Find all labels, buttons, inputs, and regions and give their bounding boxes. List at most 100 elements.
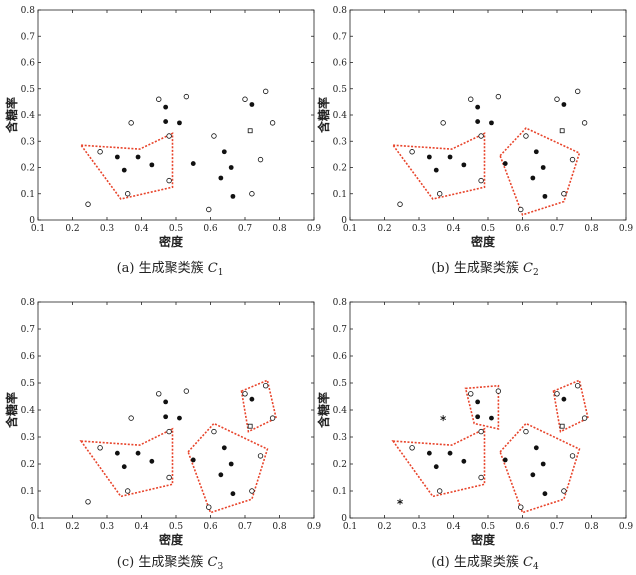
chart-2-y-tick-label: 0.3: [21, 433, 36, 443]
chart-2-x-axis-label: 密度: [159, 532, 184, 547]
chart-2-open-point: [124, 488, 131, 494]
chart-3-x-tick-label: 0.8: [584, 522, 599, 532]
chart-0-filled-point: [163, 104, 169, 110]
chart-0-y-tick-label: 0.7: [21, 32, 36, 42]
chart-0-filled-point: [163, 119, 169, 124]
chart-3-filled-point: [475, 414, 481, 420]
chart-3-cluster-4-boundary: [464, 384, 500, 430]
chart-0-filled-point: [230, 193, 236, 199]
chart-3-open-point: [495, 388, 502, 394]
chart-0-filled-point: [218, 175, 224, 181]
chart-3-cluster-2-boundary: [499, 422, 581, 514]
chart-2-y-axis-label: 含糖率: [4, 392, 19, 428]
chart-0-open-point: [257, 156, 264, 163]
chart-0-open-point: [128, 120, 134, 126]
chart-2-y-tick-label: 0.6: [21, 352, 36, 362]
chart-3-y-tick-label: 0.3: [333, 433, 348, 443]
chart-3-y-tick-label: 0.6: [333, 352, 348, 362]
chart-0-y-tick-label: 0: [29, 216, 35, 226]
chart-0-open-point: [183, 93, 190, 100]
chart-3-y-tick-label: 0.2: [333, 460, 347, 470]
chart-2-x-tick-label: 0.7: [238, 522, 253, 532]
chart-3-filled-point: [561, 396, 567, 402]
chart-3-filled-point: [533, 445, 539, 451]
chart-1-open-point: [437, 191, 443, 197]
chart-0-y-tick-label: 0.8: [21, 6, 36, 16]
chart-3-y-tick-label: 0.8: [333, 298, 348, 308]
chart-0-x-tick-label: 0.6: [203, 224, 218, 234]
chart-0-cluster-1-boundary: [79, 132, 174, 200]
chart-1-filled-point: [542, 193, 548, 199]
chart-2-filled-point: [149, 458, 155, 464]
chart-0-x-tick-label: 0.9: [307, 224, 322, 234]
chart-1-filled-point: [475, 104, 481, 110]
chart-0-x-tick-label: 0.7: [238, 224, 253, 234]
chart-3-panel: 0.1 0.2 0.3 0.4 0.5 0.6 0.7 0.8 0.900.10.20.30.4…: [316, 298, 633, 572]
chart-0-x-tick-label: 0.5: [169, 224, 184, 234]
chart-2-plot-frame: [37, 301, 315, 519]
chart-3-caption-prefix: (d) 生成聚类簇: [431, 555, 523, 570]
chart-2-y-tick-label: 0.5: [21, 379, 36, 389]
chart-1-y-tick-label: 0: [341, 216, 347, 226]
chart-3-x-tick-label: 0.4: [446, 522, 461, 532]
chart-1-open-point: [495, 93, 502, 100]
chart-1-open-point: [478, 133, 484, 139]
chart-2-open-point: [211, 428, 217, 435]
chart-1-open-point: [409, 149, 415, 155]
chart-0-open-point: [166, 133, 172, 139]
chart-1-filled-point: [433, 167, 439, 173]
chart-3-filled-point: [489, 415, 494, 421]
chart-3-y-axis-label: 含糖率: [316, 392, 331, 428]
chart-3-filled-point: [502, 457, 508, 463]
chart-1-y-axis-label: 含糖率: [316, 97, 331, 133]
chart-2-cluster-3-boundary: [240, 379, 278, 433]
chart-2-filled-point: [163, 399, 169, 405]
chart-0-x-tick-label: 0.3: [100, 224, 115, 234]
chart-0-y-tick-label: 0.5: [21, 85, 36, 95]
chart-3-plot-frame: [349, 301, 627, 519]
chart-2-open-point: [183, 388, 190, 394]
chart-3-open-point: [478, 474, 484, 481]
chart-0-x-tick-label: 0.2: [65, 224, 79, 234]
chart-2-x-tick-label: 0.4: [134, 522, 149, 532]
chart-1-x-tick-label: 0.9: [619, 224, 634, 234]
chart-3-open-point: [561, 488, 567, 494]
chart-3-x-tick-label: 0.3: [412, 522, 427, 532]
chart-1-x-tick-label: 0.1: [343, 224, 357, 234]
chart-3-star-point: [397, 498, 403, 505]
chart-2-open-point: [263, 383, 269, 389]
chart-3-star-stroke: [440, 416, 446, 420]
chart-0-open-point: [249, 191, 255, 197]
chart-3-x-tick-label: 0.2: [377, 522, 391, 532]
chart-1-x-axis-label: 密度: [471, 234, 496, 249]
chart-2-y-tick-label: 0.4: [21, 406, 36, 416]
chart-1-open-point: [478, 177, 484, 184]
chart-2-filled-point: [249, 396, 255, 402]
chart-1-x-tick-label: 0.8: [584, 224, 599, 234]
chart-1-caption-var: C: [523, 261, 533, 276]
chart-1-open-point: [575, 88, 581, 95]
chart-2-open-point: [249, 488, 255, 494]
chart-1-open-point: [561, 191, 567, 197]
chart-0-panel: 0.1 0.2 0.3 0.4 0.5 0.6 0.7 0.8 0.900.10.20.30.4…: [4, 6, 321, 278]
chart-3-x-tick-label: 0.5: [481, 522, 496, 532]
chart-1-filled-point: [489, 120, 494, 126]
chart-3-y-tick-label: 0.1: [333, 487, 347, 497]
chart-1-x-tick-label: 0.5: [481, 224, 496, 234]
chart-3-x-tick-label: 0.6: [515, 522, 530, 532]
chart-1-filled-point: [533, 149, 539, 155]
chart-2-filled-point: [228, 461, 234, 467]
chart-1-caption-sub: 2: [533, 268, 539, 278]
chart-2-x-tick-label: 0.2: [65, 522, 79, 532]
chart-2-panel: 0.1 0.2 0.3 0.4 0.5 0.6 0.7 0.8 0.900.10.20.30.4…: [4, 298, 321, 572]
chart-1-open-point: [468, 96, 474, 102]
chart-2-caption-prefix: (c) 生成聚类簇: [117, 555, 208, 570]
chart-2-open-point: [269, 415, 276, 421]
chart-0-y-tick-label: 0.3: [21, 137, 36, 147]
chart-3-caption-sub: 4: [533, 562, 539, 572]
chart-3-open-point: [437, 488, 443, 494]
chart-0-filled-point: [221, 149, 227, 155]
chart-3-open-point: [518, 504, 524, 510]
chart-0-open-point: [166, 177, 172, 184]
